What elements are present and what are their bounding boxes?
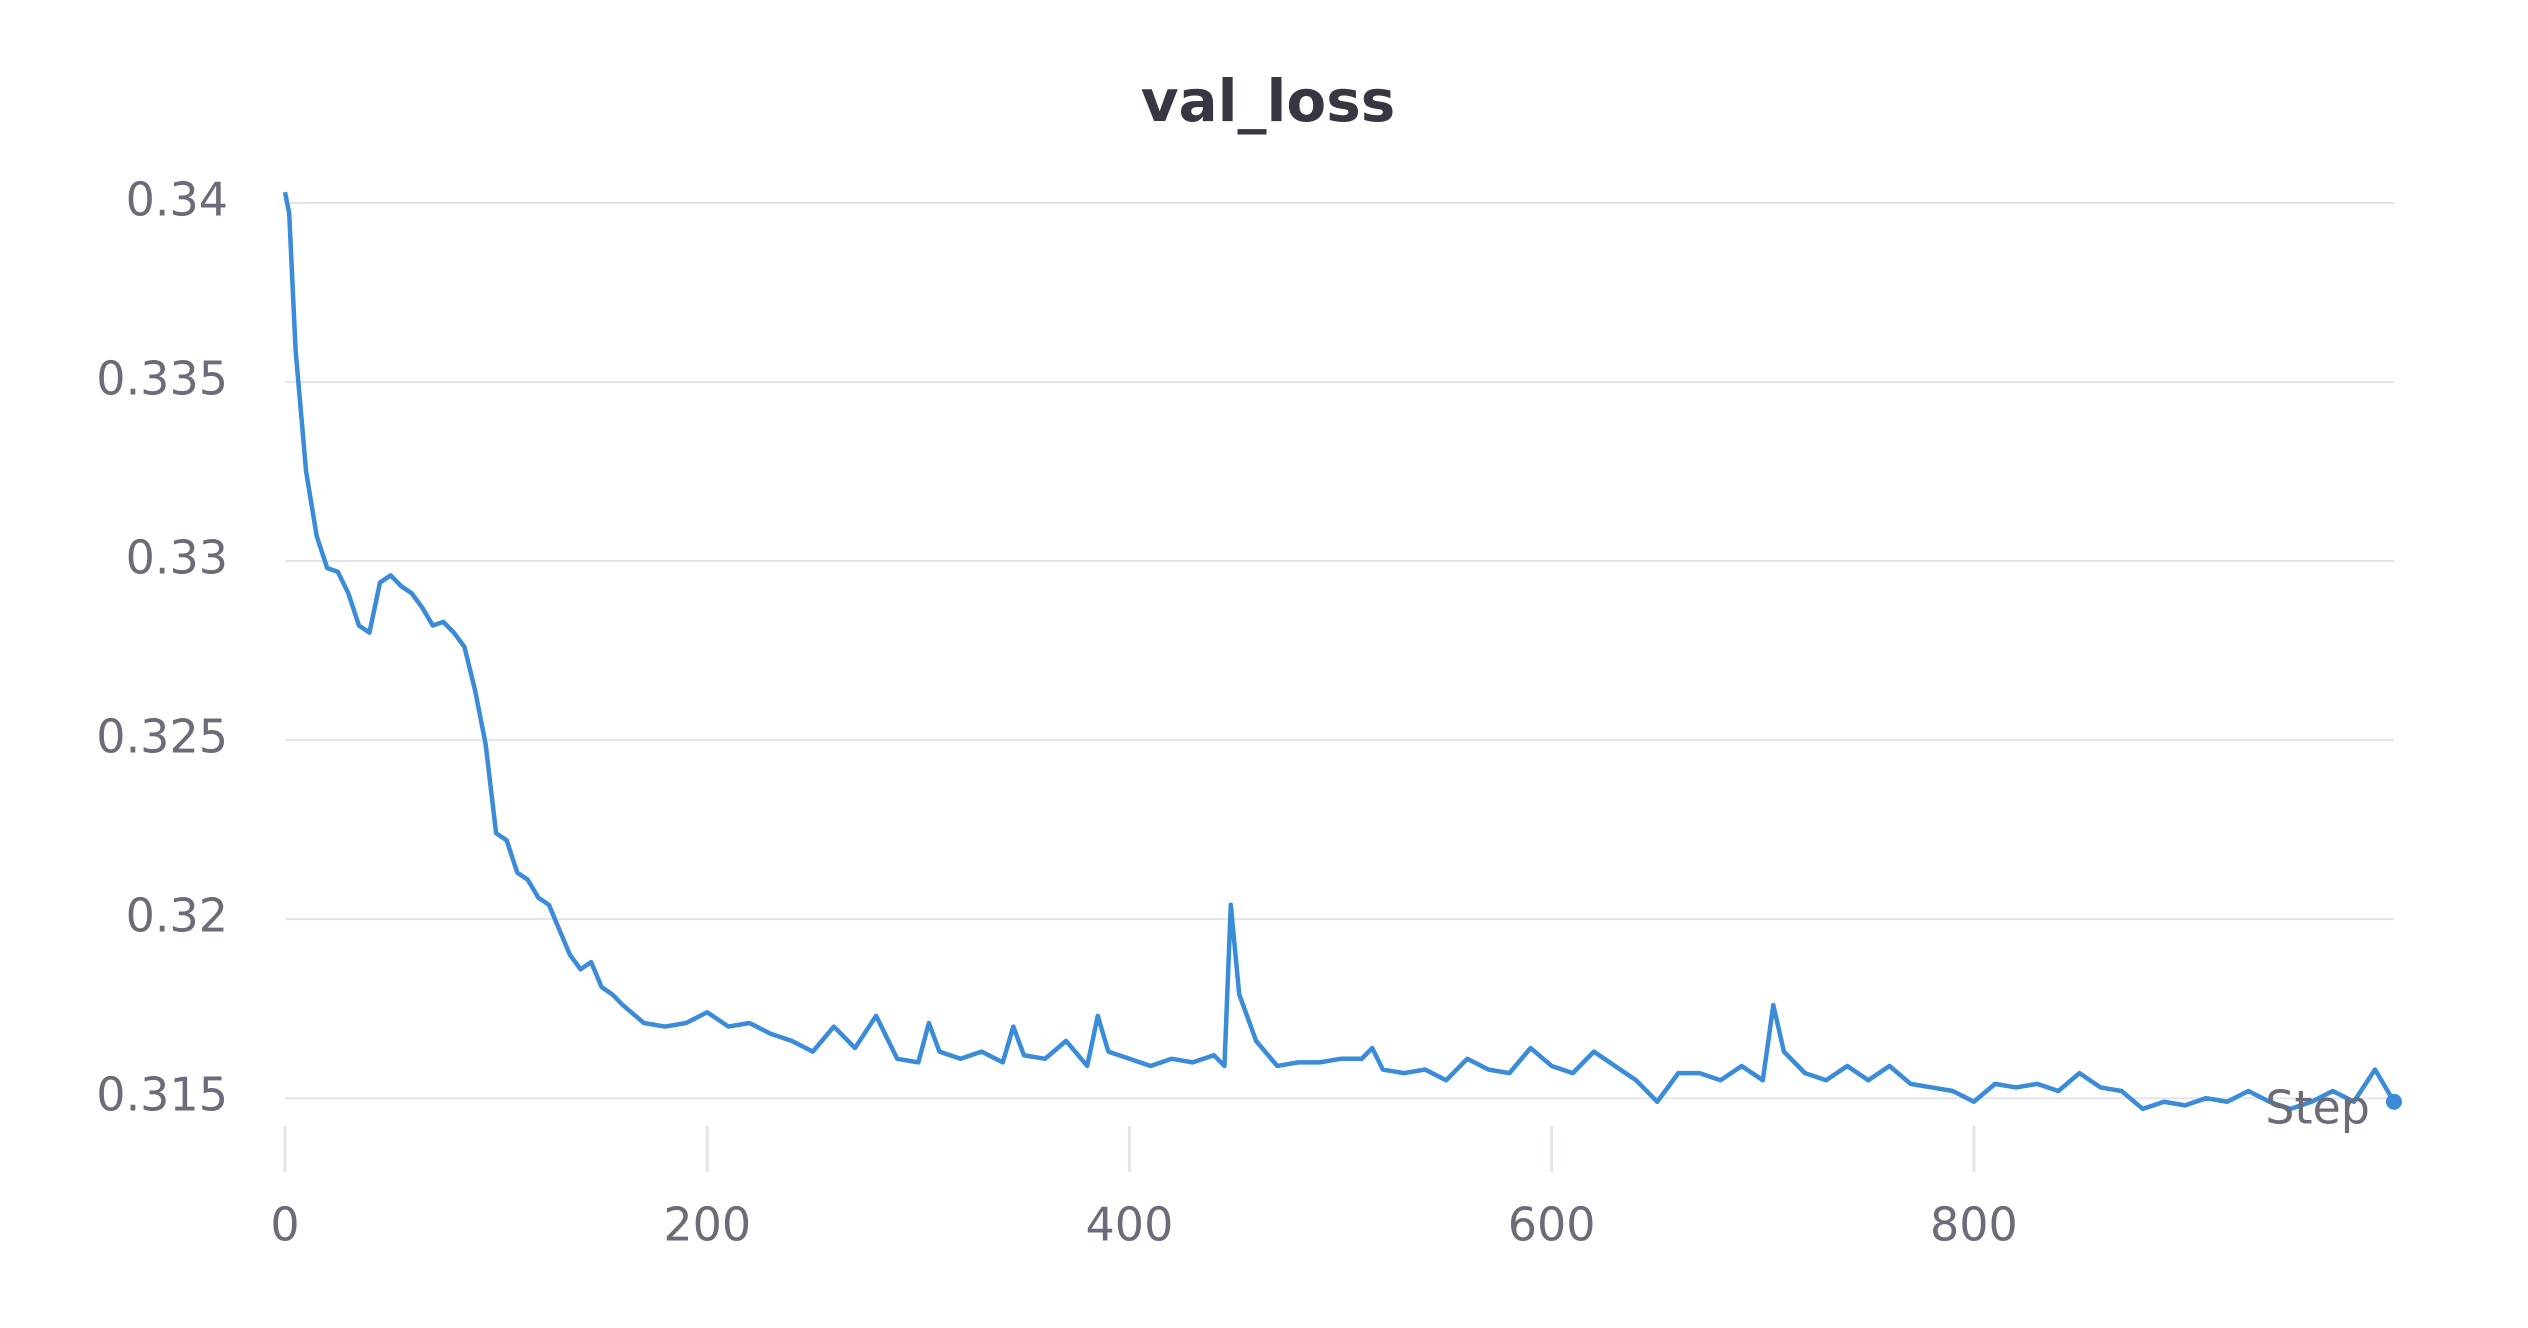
x-tick-label: 600	[1508, 1198, 1596, 1252]
y-tick-label: 0.33	[126, 531, 228, 585]
x-tick-label: 400	[1086, 1198, 1174, 1252]
y-tick-label: 0.32	[126, 889, 228, 943]
end-marker	[2386, 1093, 2402, 1110]
y-tick-label: 0.335	[96, 351, 228, 405]
x-tick-label: 800	[1930, 1198, 2018, 1252]
y-tick-label: 0.34	[126, 172, 228, 226]
x-tick-label: 200	[663, 1198, 751, 1252]
chart-title: val_loss	[1141, 67, 1396, 135]
x-axis-label: Step	[2265, 1081, 2370, 1135]
y-tick-label: 0.325	[96, 710, 228, 764]
series-line	[282, 191, 2396, 1112]
y-tick-label: 0.315	[96, 1068, 228, 1122]
x-tick-label: 0	[270, 1198, 299, 1252]
